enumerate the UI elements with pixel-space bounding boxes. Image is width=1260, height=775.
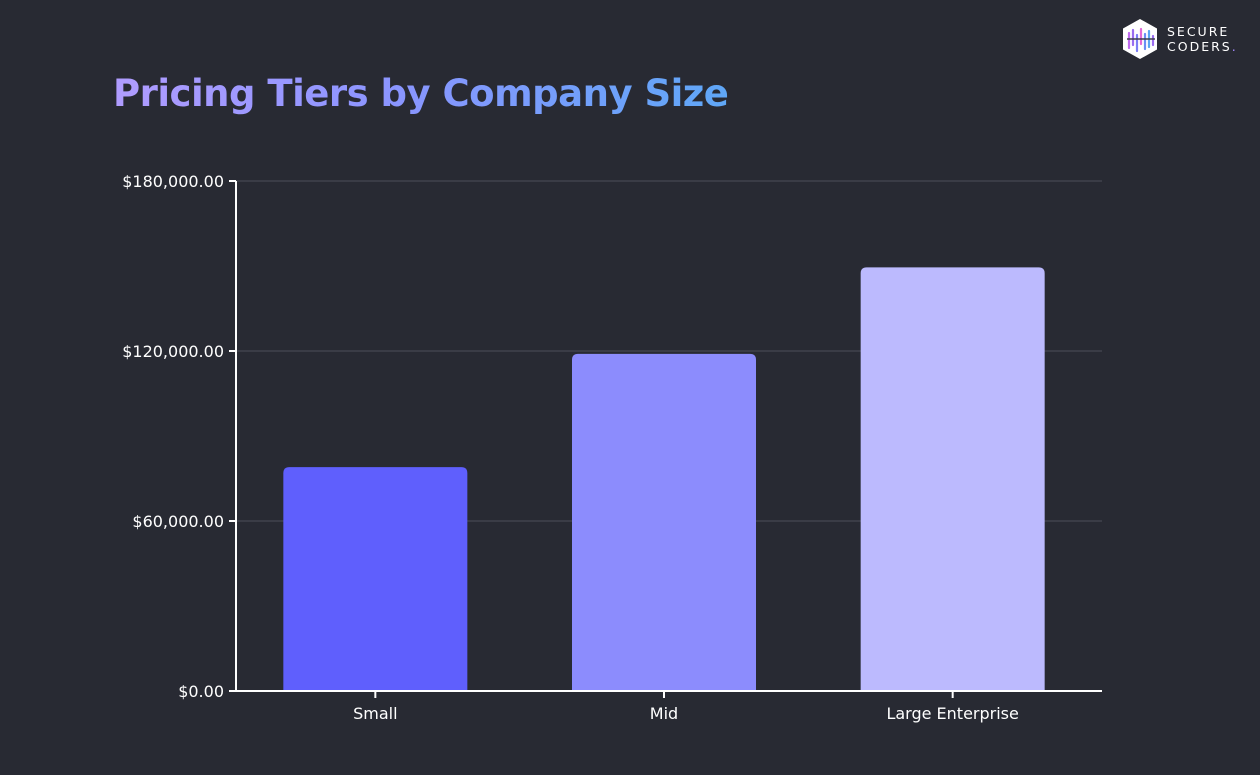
logo-dot: . xyxy=(1231,39,1236,54)
y-tick-label: $60,000.00 xyxy=(132,512,224,531)
axis-labels: $0.00 $60,000.00 $120,000.00 $180,000.00 Sma… xyxy=(122,172,1019,723)
bar-large-enterprise xyxy=(860,267,1045,691)
y-tick-label: $180,000.00 xyxy=(122,172,224,191)
logo-wordmark: SECURE CODERS. xyxy=(1167,24,1236,54)
chart-title: Pricing Tiers by Company Size xyxy=(113,70,729,118)
axes xyxy=(235,181,1102,692)
hexagon-logo-icon xyxy=(1123,19,1157,59)
brand-logo: SECURE CODERS. xyxy=(1121,18,1246,62)
y-tick-label: $0.00 xyxy=(178,682,224,701)
x-tick-label: Mid xyxy=(650,704,678,723)
y-tick-label: $120,000.00 xyxy=(122,342,224,361)
logo-line-2: CODERS xyxy=(1167,39,1232,54)
bar-mid xyxy=(572,353,756,691)
bars xyxy=(283,267,1045,691)
x-tick-label: Small xyxy=(353,704,397,723)
bar-small xyxy=(283,467,468,691)
x-tick-label: Large Enterprise xyxy=(886,704,1018,723)
logo-line-1: SECURE xyxy=(1167,24,1230,39)
